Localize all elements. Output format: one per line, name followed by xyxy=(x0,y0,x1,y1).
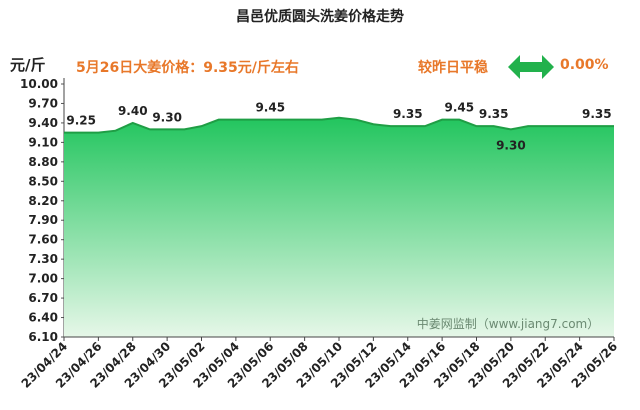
watermark: 中姜网监制（www.jiang7.com） xyxy=(417,316,599,331)
y-tick-label: 9.10 xyxy=(28,135,58,149)
price-area xyxy=(64,116,614,337)
compare-label: 较昨日平稳 xyxy=(418,60,488,76)
y-axis: 6.10 6.40 6.70 7.00 7.30 7.60 7.90 8.20 8.50 8.80… xyxy=(20,77,65,344)
data-label: 9.35 xyxy=(479,107,509,121)
unit-label: 元/斤 xyxy=(10,56,46,74)
y-tick-label: 8.50 xyxy=(28,174,58,188)
data-label: 9.30 xyxy=(496,138,526,152)
y-tick-label: 6.10 xyxy=(28,330,58,344)
data-label: 9.35 xyxy=(393,107,423,121)
y-tick-label: 9.70 xyxy=(28,96,58,110)
chart-title: 昌邑优质圆头洗姜价格走势 xyxy=(236,9,404,25)
y-tick-label: 6.70 xyxy=(28,291,58,305)
data-label: 9.30 xyxy=(152,110,182,124)
double-arrow-icon xyxy=(508,55,554,79)
y-tick-label: 7.00 xyxy=(28,272,58,286)
y-tick-label: 8.80 xyxy=(28,155,58,169)
y-tick-label: 7.30 xyxy=(28,252,58,266)
data-label: 9.45 xyxy=(445,101,475,115)
data-label: 9.40 xyxy=(118,104,148,118)
y-tick-label: 7.60 xyxy=(28,233,58,247)
data-label: 9.45 xyxy=(255,101,285,115)
today-price-text: 5月26日大姜价格：9.35元/斤左右 xyxy=(76,60,299,76)
y-tick-label: 8.20 xyxy=(28,194,58,208)
data-labels: 9.25 9.40 9.30 9.45 9.35 9.45 9.35 9.30 9.35 xyxy=(66,101,611,153)
price-line xyxy=(64,116,614,134)
area-fill xyxy=(64,117,614,337)
y-tick-label: 10.00 xyxy=(20,77,58,91)
change-percent: 0.00% xyxy=(560,57,609,73)
y-tick-label: 6.40 xyxy=(28,311,58,325)
y-tick-label: 9.40 xyxy=(28,116,58,130)
data-label: 9.35 xyxy=(582,107,612,121)
y-tick-label: 7.90 xyxy=(28,213,58,227)
data-label: 9.25 xyxy=(66,114,96,128)
x-axis: 23/04/2423/04/2623/04/2823/04/3023/05/02… xyxy=(19,336,620,391)
